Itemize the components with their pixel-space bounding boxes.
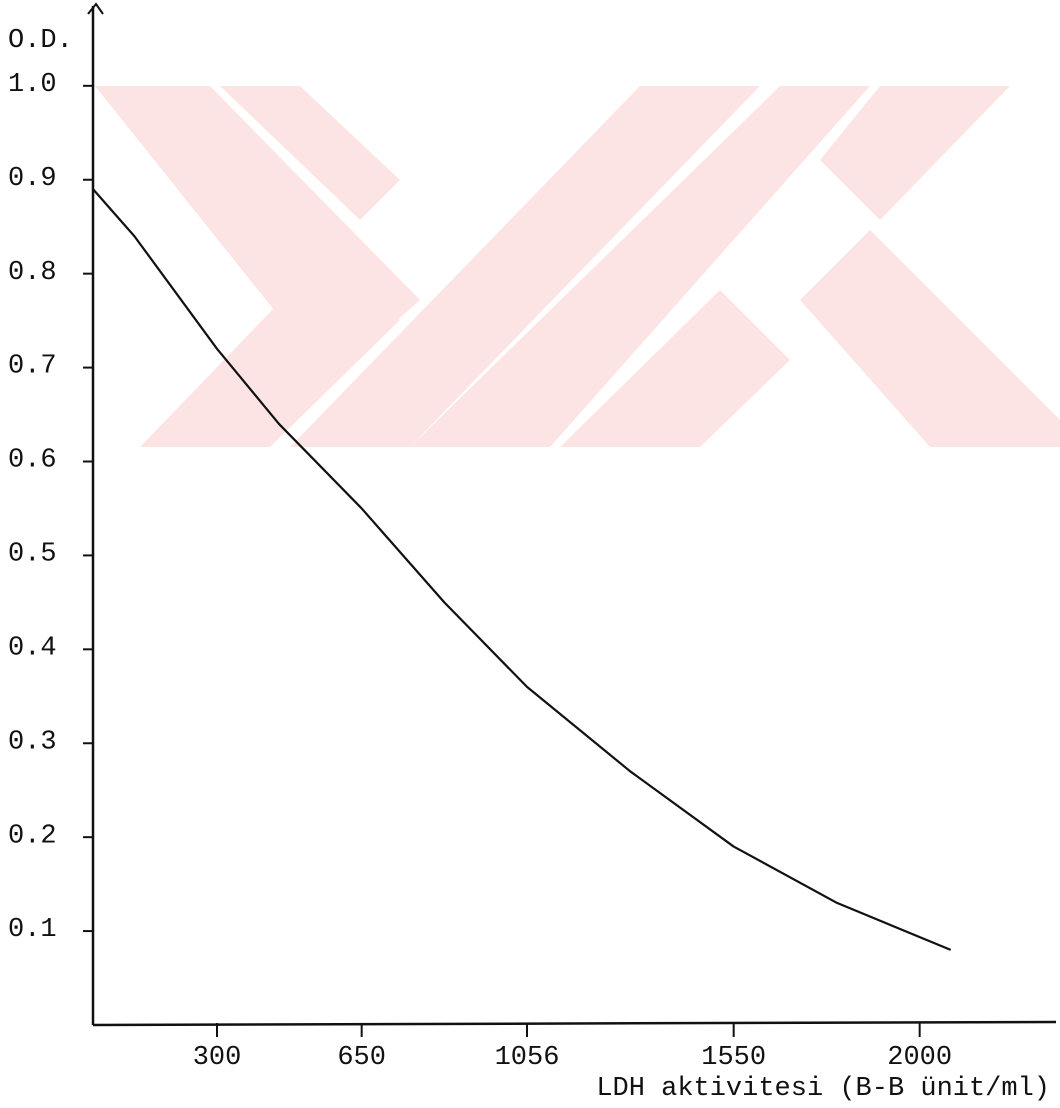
x-tick-label: 1056 — [495, 1043, 560, 1073]
watermark — [95, 86, 1060, 447]
y-tick-label: 0.3 — [8, 727, 57, 757]
y-tick-label: 1.0 — [8, 70, 57, 100]
y-tick-label: 0.7 — [8, 352, 57, 382]
x-tick-label: 650 — [337, 1043, 386, 1073]
x-tick-label: 2000 — [887, 1043, 952, 1073]
y-tick-label: 0.2 — [8, 821, 57, 851]
x-axis — [93, 1022, 1056, 1025]
y-tick-label: 0.6 — [8, 446, 57, 476]
x-axis-label: LDH aktivitesi (B-B ünit/ml) — [596, 1074, 1050, 1104]
y-axis-label: O.D. — [8, 26, 73, 56]
y-tick-label: 0.4 — [8, 633, 57, 663]
x-tick-label: 1550 — [701, 1043, 766, 1073]
y-tick-label: 0.1 — [8, 915, 57, 945]
y-tick-label: 0.9 — [8, 164, 57, 194]
chart: O.D. LDH aktivitesi (B-B ünit/ml) 0.1 0.2… — [0, 0, 1060, 1108]
y-tick-label: 0.5 — [8, 540, 57, 570]
y-axis-arrow — [88, 4, 103, 14]
x-tick-label: 300 — [193, 1043, 242, 1073]
y-tick-label: 0.8 — [8, 258, 57, 288]
watermark-shape — [800, 230, 1060, 447]
